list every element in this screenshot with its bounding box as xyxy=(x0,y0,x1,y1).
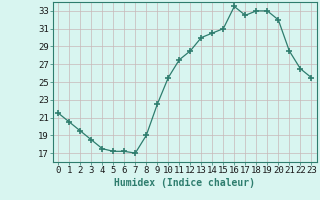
X-axis label: Humidex (Indice chaleur): Humidex (Indice chaleur) xyxy=(114,178,255,188)
